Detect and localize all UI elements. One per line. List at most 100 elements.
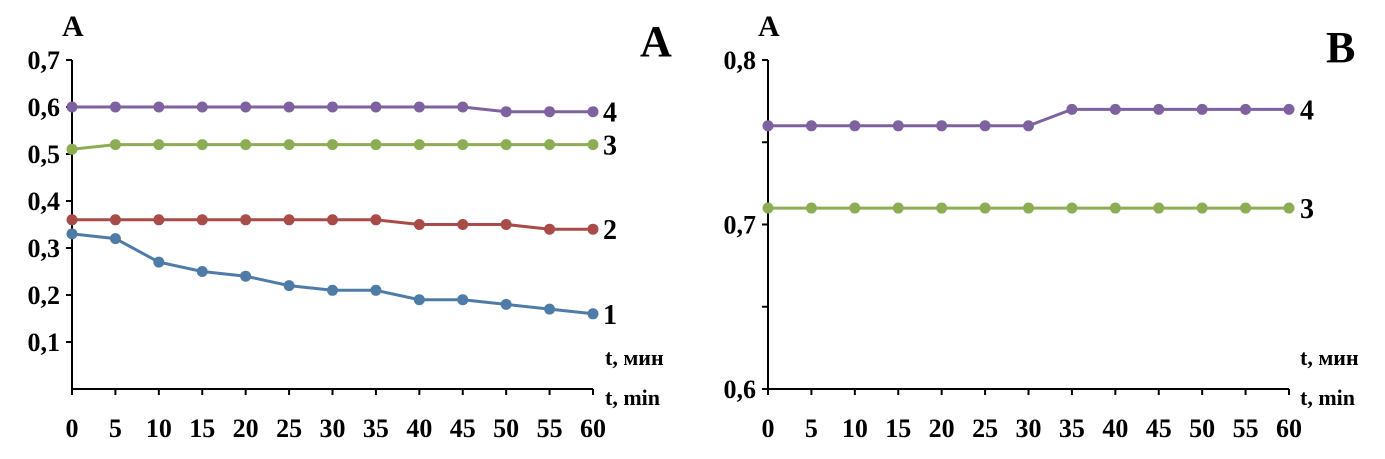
x-tick-label: 45 [1146, 414, 1172, 443]
data-point [979, 120, 991, 132]
data-point [413, 219, 425, 230]
x-tick-label: 15 [189, 414, 215, 443]
y-axis-label: A [758, 10, 780, 43]
data-point [413, 139, 425, 151]
x-tick-label: 10 [146, 414, 172, 443]
x-tick-label: 60 [580, 414, 606, 443]
x-axis-label: t, min [1300, 385, 1355, 410]
data-point [327, 284, 338, 296]
data-point [1023, 202, 1034, 214]
data-point [587, 106, 599, 118]
x-axis-label: t, min [605, 385, 660, 410]
y-tick-label: 0,4 [28, 187, 61, 216]
data-point [196, 139, 208, 151]
data-point [892, 202, 904, 214]
y-tick-label: 0,7 [724, 211, 757, 240]
series-label: 3 [1300, 194, 1314, 225]
data-point [805, 120, 817, 132]
data-point [240, 101, 252, 113]
data-point [544, 223, 556, 235]
x-tick-label: 50 [1189, 414, 1215, 443]
data-point [283, 101, 295, 113]
data-point [1023, 120, 1034, 132]
series-label: 1 [603, 300, 617, 331]
data-point [66, 101, 78, 113]
data-point [500, 298, 512, 310]
chart-panel-b: 0,6 0,7 0,8 0 5 10 15 20 25 30 35 40 45 50 55 60 A Bt, ми… [724, 10, 1359, 443]
data-point [587, 308, 599, 320]
data-point [587, 139, 599, 151]
data-point [370, 214, 382, 226]
data-point [109, 139, 121, 151]
data-point [1196, 202, 1208, 214]
data-point [327, 214, 338, 226]
data-point [240, 139, 252, 151]
data-point [153, 256, 165, 268]
data-point [762, 120, 774, 132]
data-point [153, 139, 165, 151]
x-tick-label: 25 [276, 414, 302, 443]
x-tick-label: 40 [1102, 414, 1128, 443]
data-point [892, 120, 904, 132]
data-point [413, 294, 425, 306]
y-tick-label: 0,1 [28, 328, 61, 357]
data-point [457, 101, 469, 113]
x-tick-label: 35 [1059, 414, 1085, 443]
x-tick-label: 60 [1276, 414, 1302, 443]
data-point [1066, 202, 1078, 214]
data-point [109, 214, 121, 226]
series-label: 4 [603, 98, 617, 129]
data-point [66, 228, 78, 240]
x-tick-label: 45 [450, 414, 476, 443]
x-tick-label: 35 [363, 414, 389, 443]
data-point [849, 202, 861, 214]
data-point [762, 202, 774, 214]
series-2: 2 [66, 214, 617, 246]
data-point [1196, 103, 1208, 115]
y-tick-label: 0,6 [724, 375, 757, 404]
data-point [1240, 103, 1252, 115]
data-point [936, 120, 948, 132]
y-tick-label: 0,6 [28, 93, 61, 122]
data-point [240, 270, 252, 282]
x-tick-label: 50 [493, 414, 519, 443]
x-axis-label: t, мин [1300, 345, 1359, 370]
x-tick-label: 30 [320, 414, 346, 443]
data-point [544, 303, 556, 315]
data-point [1109, 202, 1121, 214]
data-point [1109, 103, 1121, 115]
data-point [457, 294, 469, 306]
y-tick-label: 0,3 [28, 234, 61, 263]
x-tick-label: 40 [406, 414, 432, 443]
x-tick-label: 20 [233, 414, 259, 443]
data-point [283, 139, 295, 151]
series-1: 1 [66, 228, 617, 331]
panel-label: A [640, 17, 672, 66]
data-point [196, 214, 208, 226]
data-point [500, 139, 512, 151]
series-label: 3 [603, 131, 617, 162]
y-axis-label: A [62, 10, 84, 43]
x-tick-label: 15 [885, 414, 911, 443]
data-point [500, 219, 512, 230]
x-tick-label: 25 [972, 414, 998, 443]
data-point [153, 101, 165, 113]
data-point [413, 101, 425, 113]
x-tick-label: 5 [109, 414, 122, 443]
series-4: 4 [66, 98, 617, 129]
data-point [66, 214, 78, 226]
data-point [587, 223, 599, 235]
data-point [370, 284, 382, 296]
x-tick-label: 55 [1233, 414, 1259, 443]
series-3: 3 [66, 131, 617, 162]
data-point [327, 101, 338, 113]
data-point [153, 214, 165, 226]
data-point [1240, 202, 1252, 214]
data-point [283, 280, 295, 292]
x-tick-label: 0 [762, 414, 775, 443]
series-line [71, 232, 594, 316]
data-point [370, 101, 382, 113]
y-tick-label: 0,8 [724, 46, 757, 75]
data-point [240, 214, 252, 226]
series-label: 2 [603, 215, 617, 246]
